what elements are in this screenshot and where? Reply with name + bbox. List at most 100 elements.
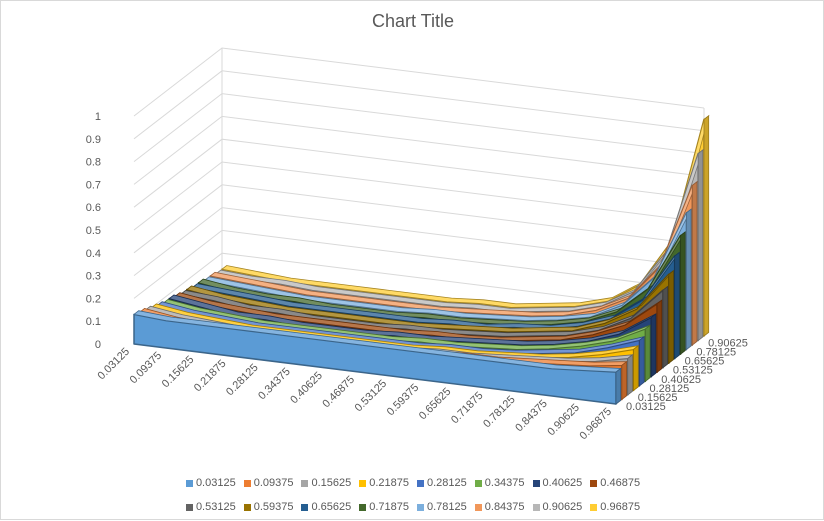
legend-label: 0.03125 bbox=[196, 477, 236, 489]
legend-swatch bbox=[590, 480, 597, 487]
legend-row: 0.03125 0.09375 0.15625 0.21875 0.28125 0.343… bbox=[1, 473, 824, 493]
legend-swatch bbox=[359, 504, 366, 511]
y-tick-label: 1 bbox=[95, 111, 101, 123]
x-tick-label: 0.53125 bbox=[353, 378, 390, 415]
legend-swatch bbox=[301, 480, 308, 487]
x-tick-label: 0.09375 bbox=[128, 350, 165, 387]
area-side bbox=[645, 325, 650, 381]
area-side bbox=[657, 300, 662, 372]
legend-label: 0.84375 bbox=[485, 501, 525, 513]
area-side bbox=[651, 314, 656, 377]
legend-item: 0.21875 bbox=[359, 477, 409, 489]
legend-item: 0.40625 bbox=[533, 477, 583, 489]
area-side bbox=[628, 355, 633, 395]
legend-label: 0.78125 bbox=[427, 501, 467, 513]
legend-label: 0.53125 bbox=[196, 501, 236, 513]
legend-swatch bbox=[301, 504, 308, 511]
area-side bbox=[634, 346, 639, 391]
legend-label: 0.59375 bbox=[254, 501, 294, 513]
legend-label: 0.28125 bbox=[427, 477, 467, 489]
legend-swatch bbox=[186, 504, 193, 511]
y-tick-label: 0.9 bbox=[86, 134, 101, 146]
legend-label: 0.09375 bbox=[254, 477, 294, 489]
legend-label: 0.65625 bbox=[311, 501, 351, 513]
x-tick-label: 0.84375 bbox=[513, 398, 550, 435]
legend-label: 0.71875 bbox=[369, 501, 409, 513]
y-tick-label: 0.2 bbox=[86, 293, 101, 305]
x-tick-label: 0.15625 bbox=[160, 354, 197, 391]
area-side bbox=[692, 182, 697, 345]
legend-label: 0.40625 bbox=[543, 477, 583, 489]
legend-label: 0.96875 bbox=[600, 501, 640, 513]
legend: 0.03125 0.09375 0.15625 0.21875 0.28125 0.343… bbox=[1, 473, 824, 521]
area-side bbox=[704, 116, 709, 336]
x-tick-label: 0.03125 bbox=[96, 346, 133, 383]
y-tick-label: 0.4 bbox=[86, 248, 101, 260]
area-side bbox=[681, 232, 686, 354]
y-tick-label: 0.8 bbox=[86, 157, 101, 169]
y-tick-label: 0.3 bbox=[86, 271, 101, 283]
area-side bbox=[686, 209, 691, 349]
y-tick-label: 0.6 bbox=[86, 202, 101, 214]
legend-swatch bbox=[475, 480, 482, 487]
legend-item: 0.46875 bbox=[590, 477, 640, 489]
legend-item: 0.65625 bbox=[301, 501, 351, 513]
legend-label: 0.15625 bbox=[311, 477, 351, 489]
y-tick-label: 0.7 bbox=[86, 179, 101, 191]
legend-swatch bbox=[533, 480, 540, 487]
x-tick-label: 0.96875 bbox=[578, 406, 615, 443]
area-side bbox=[669, 271, 674, 364]
legend-label: 0.34375 bbox=[485, 477, 525, 489]
legend-item: 0.34375 bbox=[475, 477, 525, 489]
x-tick-label: 0.59375 bbox=[385, 382, 422, 419]
legend-swatch bbox=[417, 480, 424, 487]
plot-area: 00.10.20.30.40.50.60.70.80.910.031250.09… bbox=[1, 1, 824, 471]
legend-swatch bbox=[244, 504, 251, 511]
gridline bbox=[134, 185, 704, 253]
gridline bbox=[134, 208, 704, 276]
legend-item: 0.90625 bbox=[533, 501, 583, 513]
area-side bbox=[639, 337, 644, 386]
legend-item: 0.53125 bbox=[186, 501, 236, 513]
legend-swatch bbox=[533, 504, 540, 511]
area-side bbox=[663, 287, 668, 368]
legend-item: 0.15625 bbox=[301, 477, 351, 489]
gridline bbox=[134, 94, 704, 162]
x-tick-label: 0.46875 bbox=[320, 374, 357, 411]
gridline bbox=[134, 71, 704, 139]
x-tick-label: 0.21875 bbox=[192, 358, 229, 395]
x-tick-label: 0.28125 bbox=[224, 362, 261, 399]
legend-row: 0.53125 0.59375 0.65625 0.71875 0.78125 0.843… bbox=[1, 497, 824, 517]
gridline bbox=[134, 139, 704, 207]
x-tick-label: 0.90625 bbox=[545, 402, 582, 439]
legend-item: 0.28125 bbox=[417, 477, 467, 489]
x-tick-label: 0.78125 bbox=[481, 394, 518, 431]
area-side bbox=[698, 150, 703, 341]
depth-tick-label: 0.90625 bbox=[708, 338, 748, 350]
x-tick-label: 0.34375 bbox=[256, 366, 293, 403]
legend-item: 0.78125 bbox=[417, 501, 467, 513]
y-tick-label: 0.5 bbox=[86, 225, 101, 237]
x-tick-label: 0.71875 bbox=[449, 390, 486, 427]
gridline bbox=[134, 162, 704, 230]
area-side bbox=[616, 368, 621, 404]
legend-item: 0.96875 bbox=[590, 501, 640, 513]
y-tick-label: 0.1 bbox=[86, 316, 101, 328]
legend-swatch bbox=[244, 480, 251, 487]
legend-swatch bbox=[475, 504, 482, 511]
legend-item: 0.03125 bbox=[186, 477, 236, 489]
area-side bbox=[622, 362, 627, 400]
gridline bbox=[134, 48, 704, 116]
legend-swatch bbox=[590, 504, 597, 511]
x-tick-label: 0.65625 bbox=[417, 386, 454, 423]
legend-swatch bbox=[359, 480, 366, 487]
legend-item: 0.59375 bbox=[244, 501, 294, 513]
legend-item: 0.71875 bbox=[359, 501, 409, 513]
legend-label: 0.21875 bbox=[369, 477, 409, 489]
legend-item: 0.09375 bbox=[244, 477, 294, 489]
legend-item: 0.84375 bbox=[475, 501, 525, 513]
gridline bbox=[134, 116, 704, 184]
x-tick-label: 0.40625 bbox=[288, 370, 325, 407]
legend-label: 0.90625 bbox=[543, 501, 583, 513]
